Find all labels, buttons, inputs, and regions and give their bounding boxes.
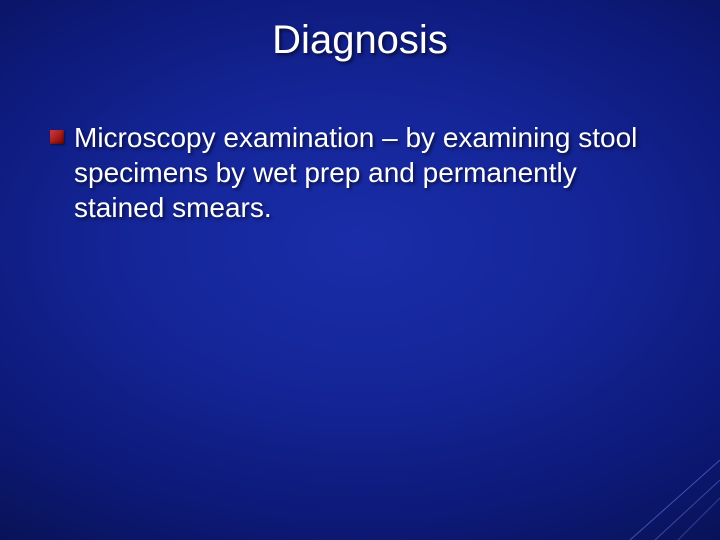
slide-title: Diagnosis [0,18,720,63]
bullet-item: Microscopy examination – by examining st… [50,120,660,225]
slide-body: Microscopy examination – by examining st… [50,120,660,225]
slide: Diagnosis Microscopy examination – by ex… [0,0,720,540]
corner-accent-icon [600,420,720,540]
bullet-text: Microscopy examination – by examining st… [74,120,660,225]
bullet-square-icon [50,130,64,144]
